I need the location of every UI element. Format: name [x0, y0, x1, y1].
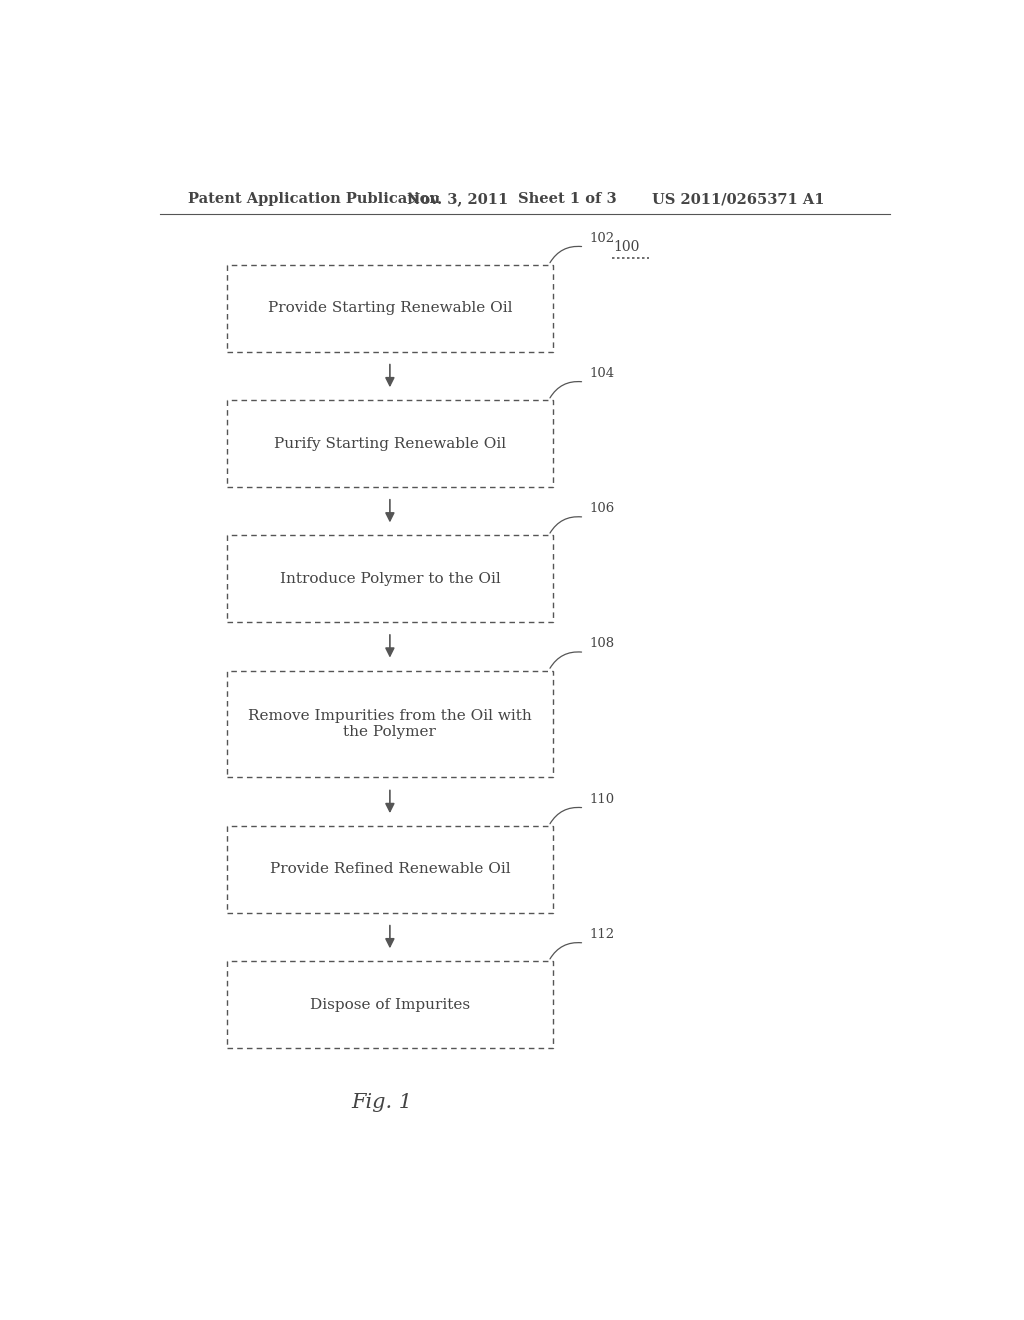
- Bar: [227, 265, 553, 351]
- Text: US 2011/0265371 A1: US 2011/0265371 A1: [652, 191, 824, 206]
- Bar: [227, 826, 553, 912]
- Text: Nov. 3, 2011: Nov. 3, 2011: [408, 191, 509, 206]
- Text: 102: 102: [590, 232, 615, 244]
- Text: Provide Starting Renewable Oil: Provide Starting Renewable Oil: [267, 301, 512, 315]
- Bar: [227, 961, 553, 1048]
- Text: 110: 110: [590, 793, 615, 805]
- Text: Provide Refined Renewable Oil: Provide Refined Renewable Oil: [269, 862, 510, 876]
- Text: Remove Impurities from the Oil with
the Polymer: Remove Impurities from the Oil with the …: [248, 709, 531, 739]
- Text: Purify Starting Renewable Oil: Purify Starting Renewable Oil: [273, 437, 506, 450]
- Bar: [227, 671, 553, 777]
- Text: Patent Application Publication: Patent Application Publication: [187, 191, 439, 206]
- Text: Sheet 1 of 3: Sheet 1 of 3: [518, 191, 617, 206]
- Bar: [227, 400, 553, 487]
- Text: 106: 106: [590, 502, 615, 515]
- Bar: [227, 536, 553, 622]
- Text: Fig. 1: Fig. 1: [351, 1093, 413, 1113]
- Text: Introduce Polymer to the Oil: Introduce Polymer to the Oil: [280, 572, 501, 586]
- Text: Dispose of Impurites: Dispose of Impurites: [310, 998, 470, 1011]
- Text: 100: 100: [613, 240, 640, 253]
- Text: 112: 112: [590, 928, 615, 941]
- Text: 108: 108: [590, 638, 615, 651]
- Text: 104: 104: [590, 367, 615, 380]
